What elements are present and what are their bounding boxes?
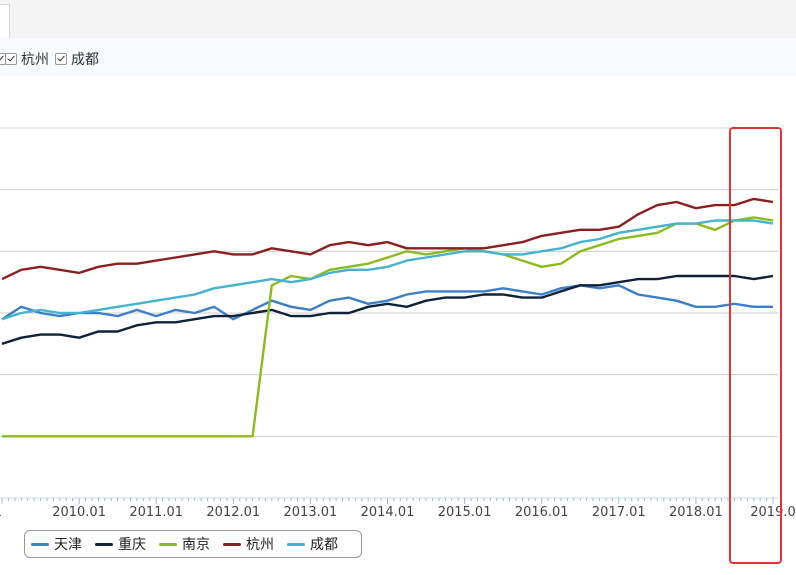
x-tick-label: 2019.0 xyxy=(750,505,796,520)
legend-label: 天津 xyxy=(54,537,82,553)
x-tick-label: 2017.01 xyxy=(592,505,646,520)
x-axis: 01 2010.01 2011.01 2012.01 2013.01 2014.01 201… xyxy=(0,498,796,520)
series-line xyxy=(1,219,774,321)
legend-item-chongqing[interactable]: 重庆 xyxy=(95,534,146,554)
legend-swatch xyxy=(287,542,305,546)
filter-label: 杭州 xyxy=(21,52,49,68)
legend-swatch xyxy=(95,542,113,546)
x-tick-label: 2018.01 xyxy=(669,505,723,520)
x-tick-label: 01 xyxy=(0,505,2,520)
tab-partial[interactable] xyxy=(0,4,10,39)
series-line xyxy=(1,284,773,321)
series-lines xyxy=(1,197,774,438)
series-line xyxy=(1,197,774,281)
legend-label: 杭州 xyxy=(246,537,274,553)
checkbox-icon[interactable] xyxy=(5,53,17,65)
x-tick-label: 2010.01 xyxy=(52,505,106,520)
legend-item-chengdu[interactable]: 成都 xyxy=(287,534,338,554)
checkbox-icon[interactable] xyxy=(55,53,67,65)
x-tick-label: 2013.01 xyxy=(284,505,338,520)
legend-item-nanjing[interactable]: 南京 xyxy=(159,534,210,554)
x-tick-label: 2012.01 xyxy=(206,505,260,520)
grid-lines xyxy=(0,127,778,499)
x-tick-label: 2016.01 xyxy=(515,505,569,520)
x-tick-label: 2014.01 xyxy=(361,505,415,520)
filter-label: 成都 xyxy=(71,52,99,68)
legend-label: 重庆 xyxy=(118,537,146,553)
legend-item-hangzhou[interactable]: 杭州 xyxy=(223,534,274,554)
filter-hangzhou[interactable]: 杭州 xyxy=(5,50,49,68)
city-filter-bar xyxy=(0,38,796,76)
legend-swatch xyxy=(223,542,241,546)
series-line xyxy=(2,216,774,438)
legend-swatch xyxy=(159,542,177,546)
x-tick-label: 2011.01 xyxy=(129,505,183,520)
legend-item-tianjin[interactable]: 天津 xyxy=(31,534,82,554)
legend-swatch xyxy=(31,542,49,546)
series-line xyxy=(1,274,774,345)
legend: 天津 重庆 南京 杭州 成都 xyxy=(24,530,362,558)
legend-label: 成都 xyxy=(310,537,338,553)
legend-label: 南京 xyxy=(182,537,210,553)
highlight-box xyxy=(729,127,782,564)
filter-chengdu[interactable]: 成都 xyxy=(55,50,99,68)
x-tick-label: 2015.01 xyxy=(438,505,492,520)
